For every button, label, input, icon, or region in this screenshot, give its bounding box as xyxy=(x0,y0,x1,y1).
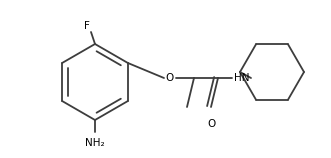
Text: O: O xyxy=(207,119,215,129)
Text: HN: HN xyxy=(234,73,250,83)
Text: O: O xyxy=(166,73,174,83)
Text: NH₂: NH₂ xyxy=(85,138,105,148)
Text: F: F xyxy=(84,21,90,31)
